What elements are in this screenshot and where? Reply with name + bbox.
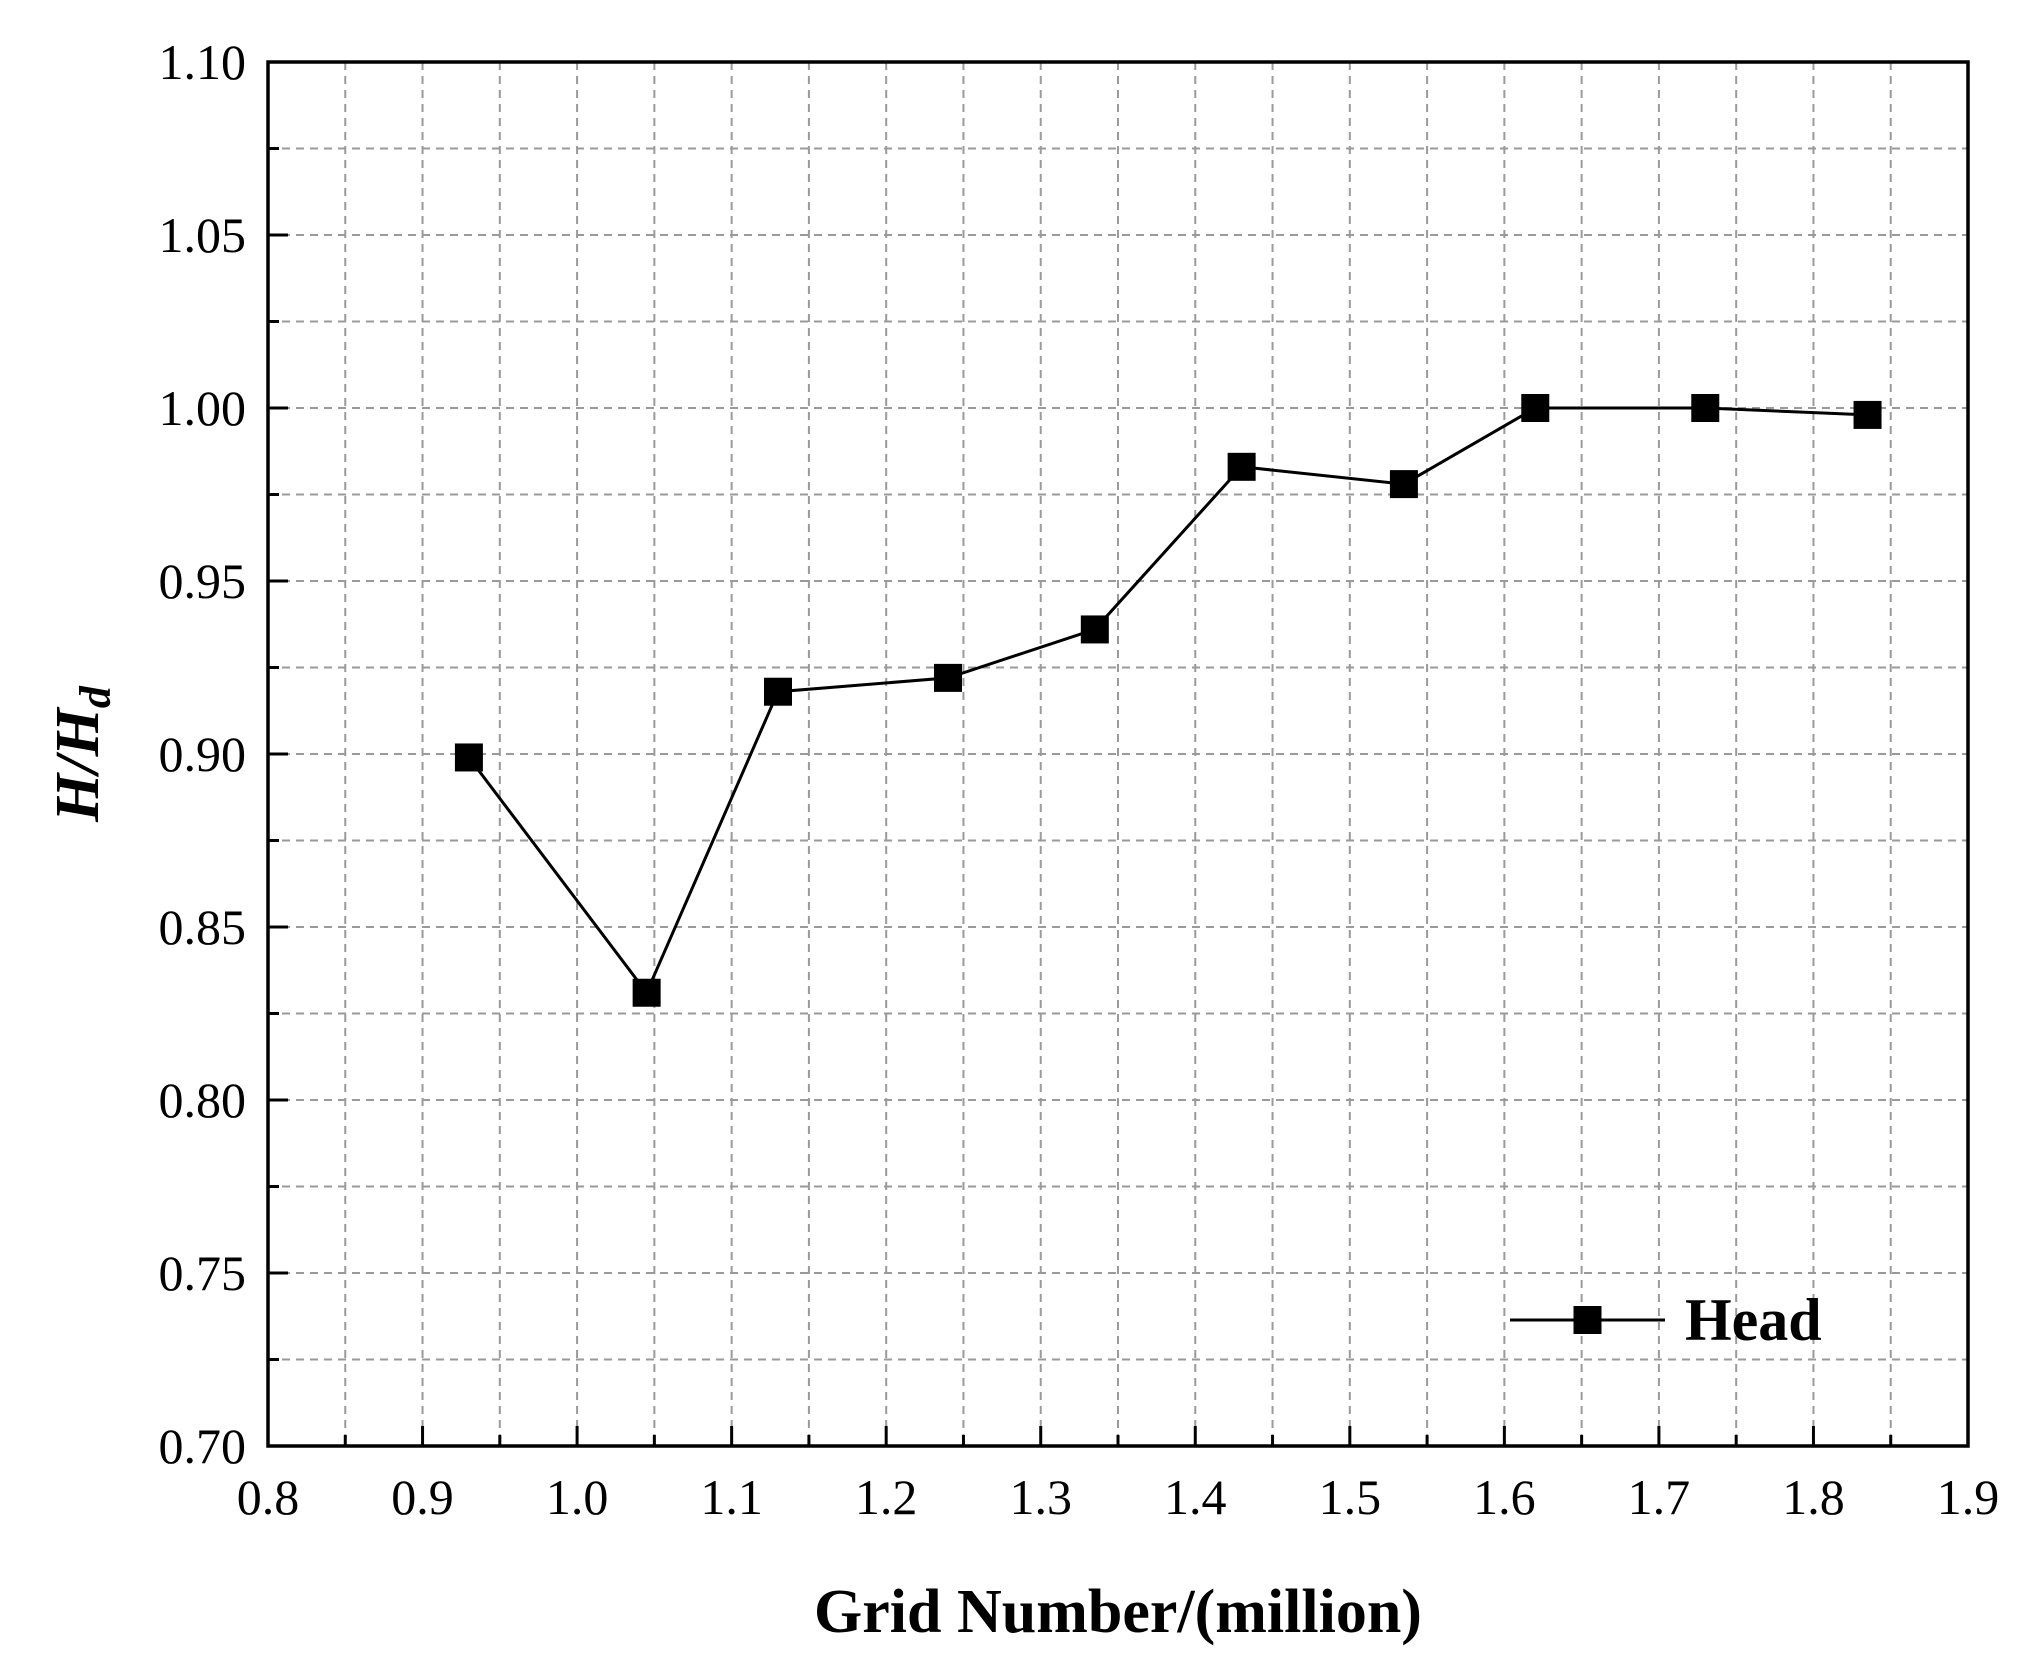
data-point: [454, 743, 483, 772]
x-tick-label: 1.1: [700, 1469, 763, 1525]
data-point: [632, 978, 661, 1007]
y-tick-label: 0.75: [159, 1245, 247, 1301]
series-line-head: [467, 406, 1868, 996]
x-tick-label: 1.5: [1319, 1469, 1382, 1525]
plot-frame: [266, 60, 1970, 1448]
legend-marker: [1573, 1306, 1602, 1334]
y-tick-label: 0.70: [159, 1418, 247, 1474]
y-tick-label: 1.00: [159, 380, 247, 436]
series-head: [454, 394, 1882, 1007]
grid-lines: [267, 61, 1969, 1447]
x-tick-label: 0.8: [237, 1469, 300, 1525]
legend-label: Head: [1685, 1287, 1822, 1353]
legend: Head: [1510, 1287, 1822, 1353]
y-axis-title: H/Hd: [44, 685, 120, 823]
data-point: [1227, 452, 1256, 481]
y-tick-label: 0.85: [159, 899, 247, 955]
y-tick-label: 1.10: [159, 34, 247, 90]
x-tick-label: 1.8: [1782, 1469, 1845, 1525]
data-point: [1853, 400, 1882, 429]
x-tick-label: 1.7: [1628, 1469, 1691, 1525]
axis-ticks: [266, 60, 1970, 1448]
data-point: [1389, 470, 1418, 499]
y-tick-label: 0.90: [159, 726, 247, 782]
data-point: [934, 663, 962, 692]
x-tick-label: 1.9: [1937, 1469, 2000, 1525]
y-tick-label: 0.80: [159, 1072, 247, 1128]
data-point: [1521, 394, 1550, 422]
data-point: [764, 677, 792, 706]
y-tick-label: 0.95: [159, 553, 247, 609]
data-point: [1080, 615, 1109, 644]
y-tick-labels: 0.70 0.75 0.80 0.85 0.90 0.95 1.00 1.05 1.10: [159, 34, 247, 1474]
x-axis-title: Grid Number/(million): [814, 1578, 1422, 1646]
x-tick-labels: 0.8 0.9 1.0 1.1 1.2 1.3 1.4 1.5 1.6 1.7 1.8 1.9: [237, 1469, 2000, 1525]
y-axis-title-subscript: d: [71, 685, 120, 708]
x-tick-label: 1.4: [1164, 1469, 1227, 1525]
data-point: [1691, 394, 1720, 422]
x-tick-label: 1.0: [546, 1469, 609, 1525]
x-tick-label: 1.6: [1473, 1469, 1536, 1525]
x-tick-label: 1.3: [1009, 1469, 1072, 1525]
x-tick-label: 0.9: [391, 1469, 454, 1525]
x-tick-label: 1.2: [855, 1469, 918, 1525]
y-tick-label: 1.05: [159, 207, 247, 263]
y-axis-title-main: H/H: [44, 706, 112, 822]
